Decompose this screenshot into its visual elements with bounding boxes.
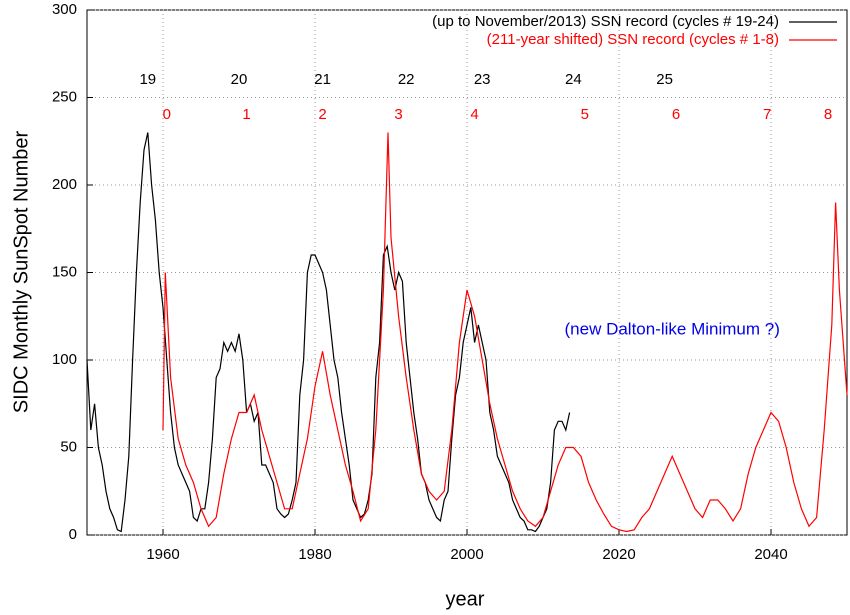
annotation: 24	[565, 71, 582, 88]
y-tick-label: 200	[52, 176, 77, 193]
annotation: 3	[394, 106, 402, 123]
x-tick-label: 2020	[602, 546, 635, 563]
y-tick-label: 100	[52, 351, 77, 368]
annotation: 19	[139, 71, 156, 88]
x-axis-label: year	[446, 588, 485, 610]
annotation: 7	[763, 106, 771, 123]
annotation: 23	[474, 71, 491, 88]
annotation: 20	[231, 71, 248, 88]
y-tick-label: 300	[52, 1, 77, 18]
x-tick-label: 1960	[146, 546, 179, 563]
annotation: 21	[314, 71, 331, 88]
annotation: 22	[398, 71, 415, 88]
annotation: 8	[824, 106, 832, 123]
x-tick-label: 1980	[298, 546, 331, 563]
annotation: 4	[470, 106, 478, 123]
x-tick-label: 2000	[450, 546, 483, 563]
y-tick-label: 0	[69, 526, 77, 543]
annotation: 1	[242, 106, 250, 123]
series-line	[86, 132, 571, 533]
annotation: 6	[672, 106, 680, 123]
annotation: 25	[656, 71, 673, 88]
legend-label: (up to November/2013) SSN record (cycles…	[432, 13, 779, 30]
series-line	[162, 132, 848, 533]
annotation: 0	[163, 106, 171, 123]
y-axis-label: SIDC Monthly SunSpot Number	[10, 130, 32, 413]
annotation: 5	[581, 106, 589, 123]
annotation: (new Dalton-like Minimum ?)	[565, 320, 780, 339]
annotation: 2	[318, 106, 326, 123]
legend-label: (211-year shifted) SSN record (cycles # …	[487, 31, 779, 48]
y-tick-label: 150	[52, 263, 77, 280]
y-tick-label: 50	[60, 438, 77, 455]
x-tick-label: 2040	[754, 546, 787, 563]
y-tick-label: 250	[52, 88, 77, 105]
